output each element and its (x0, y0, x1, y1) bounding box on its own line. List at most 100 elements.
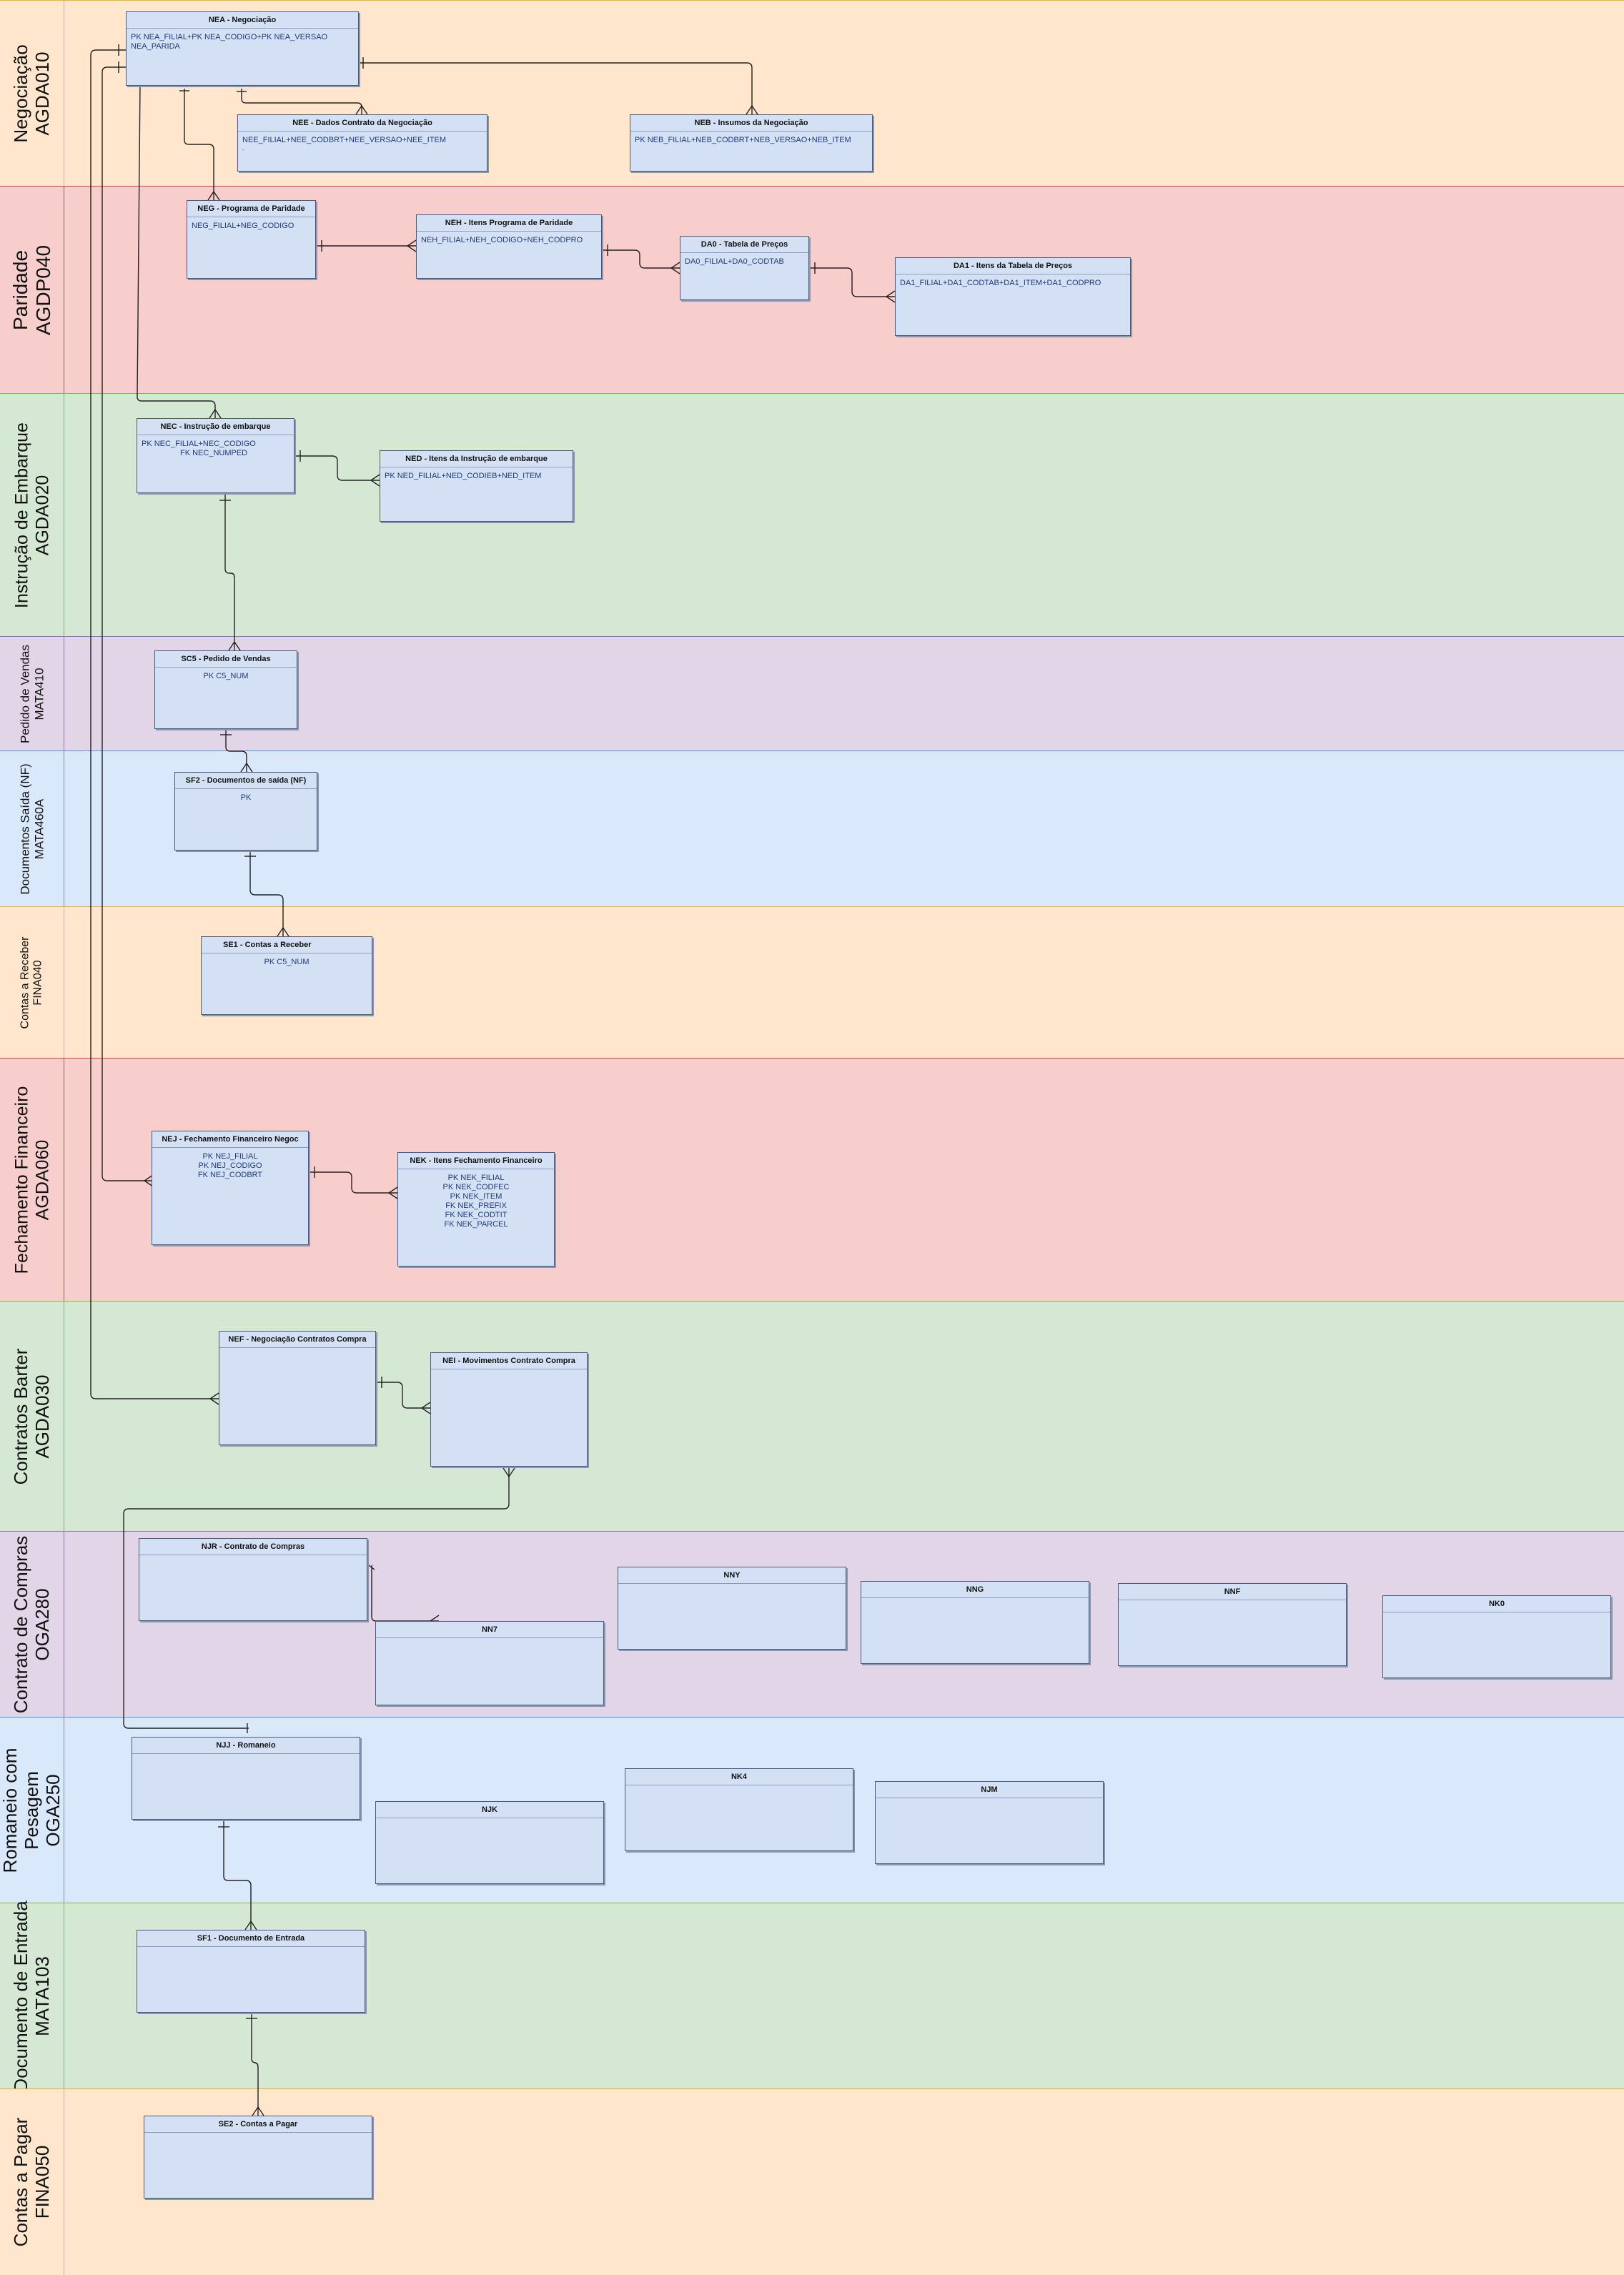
entity-neh[interactable]: NEH - Itens Programa de Paridade NEH_FIL… (416, 214, 602, 279)
entity-title: NJM (876, 1782, 1103, 1798)
entity-ned[interactable]: NED - Itens da Instrução de embarque PK … (380, 450, 573, 522)
entity-nk4[interactable]: NK4 (625, 1768, 853, 1851)
entity-neb[interactable]: NEB - Insumos da Negociação PK NEB_FILIA… (630, 114, 873, 172)
entity-body: DA0_FILIAL+DA0_CODTAB (680, 253, 808, 267)
entity-sc5[interactable]: SC5 - Pedido de Vendas PK C5_NUM (154, 650, 297, 729)
lane-header: Contas a Pagar FINA050 (0, 2089, 64, 2275)
entity-title: SF1 - Documento de Entrada (137, 1930, 365, 1947)
entity-se1[interactable]: SE1 - Contas a Receber PK C5_NUM (201, 936, 372, 1015)
entity-sf1[interactable]: SF1 - Documento de Entrada (137, 1930, 365, 2013)
entity-nei[interactable]: NEI - Movimentos Contrato Compra (430, 1352, 588, 1467)
entity-title: NEF - Negociação Contratos Compra (219, 1332, 375, 1348)
entity-title: NEK - Itens Fechamento Financeiro (398, 1153, 554, 1169)
entity-njm[interactable]: NJM (875, 1781, 1104, 1864)
entity-body: NEG_FILIAL+NEG_CODIGO (187, 217, 315, 231)
entity-field: PK NEB_FILIAL+NEB_CODBRT+NEB_VERSAO+NEB_… (635, 136, 851, 144)
lane-header: Contas a Receber FINA040 (0, 907, 64, 1058)
entity-field: PK NEJ_CODIGO (198, 1161, 262, 1170)
entity-nn7[interactable]: NN7 (375, 1621, 604, 1705)
entity-title: NJK (376, 1802, 603, 1818)
entity-title: NK4 (625, 1769, 853, 1785)
lane-label: Documentos Saída (NF) MATA460A (18, 763, 46, 895)
entity-body: PK (175, 789, 317, 803)
entity-field: - (242, 147, 244, 153)
entity-field: NEE_FILIAL+NEE_CODBRT+NEE_VERSAO+NEE_ITE… (242, 136, 446, 144)
entity-body: DA1_FILIAL+DA1_CODTAB+DA1_ITEM+DA1_CODPR… (896, 274, 1130, 288)
lane-label: Fechamento Financeiro AGDA060 (11, 1086, 52, 1274)
entity-njk[interactable]: NJK (375, 1801, 604, 1884)
entity-body: PK NED_FILIAL+NED_CODIEB+NED_ITEM (380, 467, 573, 481)
entity-se2[interactable]: SE2 - Contas a Pagar (144, 2116, 372, 2199)
entity-title: SE2 - Contas a Pagar (144, 2116, 372, 2133)
lane-header: Paridade AGDP040 (0, 187, 64, 393)
entity-field: PK NEK_FILIAL (447, 1174, 505, 1182)
lane-label: Pedido de Vendas MATA410 (18, 644, 46, 743)
entity-field: PK NEC_FILIAL+NEC_CODIGO (142, 440, 256, 448)
entity-nk0[interactable]: NK0 (1382, 1595, 1611, 1678)
entity-title: NEA - Negociação (127, 12, 358, 29)
entity-title: NNG (861, 1582, 1089, 1598)
entity-nec[interactable]: NEC - Instrução de embarque PK NEC_FILIA… (137, 418, 294, 493)
entity-title: NEI - Movimentos Contrato Compra (431, 1353, 587, 1369)
entity-title: NNY (618, 1567, 846, 1584)
lane-header: Documentos Saída (NF) MATA460A (0, 751, 64, 906)
entity-nej[interactable]: NEJ - Fechamento Financeiro Negoc PK NEJ… (152, 1131, 309, 1245)
entity-title: SF2 - Documentos de saída (NF) (175, 773, 317, 789)
entity-title: SE1 - Contas a Receber (202, 937, 372, 953)
entity-field: FK NEK_PARCEL (444, 1220, 508, 1229)
entity-nng[interactable]: NNG (861, 1581, 1089, 1664)
entity-title: NK0 (1383, 1596, 1610, 1612)
entity-field: NEH_FILIAL+NEH_CODIGO+NEH_CODPRO (421, 236, 583, 244)
lane-label: Contrato de Compras OGA280 (10, 1535, 53, 1713)
entity-nek[interactable]: NEK - Itens Fechamento Financeiro PK NEK… (397, 1152, 555, 1267)
lane-header: Contratos Barter AGDA030 (0, 1302, 64, 1531)
entity-body: PK NEJ_FILIAL PK NEJ_CODIGO FK NEJ_CODBR… (152, 1148, 308, 1180)
entity-body: PK NEC_FILIAL+NEC_CODIGO FK NEC_NUMPED (137, 435, 294, 458)
entity-field: FK NEK_PREFIX (445, 1201, 507, 1210)
entity-title: NEJ - Fechamento Financeiro Negoc (152, 1131, 308, 1148)
entity-title: NJR - Contrato de Compras (139, 1539, 367, 1555)
lane-label: Contratos Barter AGDA030 (10, 1348, 53, 1485)
lane-header: Documento de Entrada MATA103 (0, 1900, 64, 2091)
entity-da0[interactable]: DA0 - Tabela de Preços DA0_FILIAL+DA0_CO… (680, 236, 809, 300)
lane-label: Negociação AGDA010 (10, 44, 53, 143)
entity-field: PK (240, 793, 252, 802)
entity-title: NED - Itens da Instrução de embarque (380, 451, 573, 467)
entity-da1[interactable]: DA1 - Itens da Tabela de Preços DA1_FILI… (895, 257, 1131, 336)
lane-label: Romaneio com Pesagem OGA250 (0, 1748, 64, 1873)
entity-field: PK NEK_CODFEC (442, 1183, 510, 1191)
lane-header: Negociação AGDA010 (0, 1, 64, 186)
entity-njj[interactable]: NJJ - Romaneio (132, 1737, 360, 1820)
lane-label: Paridade AGDP040 (9, 244, 54, 335)
entity-nnf[interactable]: NNF (1118, 1583, 1347, 1666)
entity-sf2[interactable]: SF2 - Documentos de saída (NF) PK (174, 772, 317, 851)
entity-neg[interactable]: NEG - Programa de Paridade NEG_FILIAL+NE… (187, 200, 316, 279)
entity-field: PK NEK_ITEM (450, 1192, 502, 1201)
entity-title: DA1 - Itens da Tabela de Preços (896, 258, 1130, 274)
lane-label: Contas a Pagar FINA050 (10, 2117, 53, 2247)
entity-title: NJJ - Romaneio (132, 1738, 360, 1754)
entity-nee[interactable]: NEE - Dados Contrato da Negociação NEE_F… (237, 114, 487, 172)
entity-title: NEC - Instrução de embarque (137, 419, 294, 435)
entity-body: PK NEK_FILIAL PK NEK_CODFEC PK NEK_ITEM … (398, 1169, 554, 1229)
entity-field: NEA_PARIDA (131, 42, 180, 51)
lane-header: Contrato de Compras OGA280 (0, 1532, 64, 1717)
entity-nea[interactable]: NEA - Negociação PK NEA_FILIAL+PK NEA_CO… (126, 11, 359, 86)
lane-header: Pedido de Vendas MATA410 (0, 637, 64, 750)
entity-field: DA1_FILIAL+DA1_CODTAB+DA1_ITEM+DA1_CODPR… (900, 279, 1101, 287)
entity-field: FK NEC_NUMPED (180, 449, 248, 457)
lane-header: Instrução de Embarque AGDA020 (0, 394, 64, 636)
entity-njr[interactable]: NJR - Contrato de Compras (139, 1538, 367, 1621)
lane-header: Romaneio com Pesagem OGA250 (0, 1718, 64, 1903)
entity-field: DA0_FILIAL+DA0_CODTAB (685, 257, 784, 266)
entity-body: PK NEB_FILIAL+NEB_CODBRT+NEB_VERSAO+NEB_… (630, 132, 872, 145)
entity-body: PK C5_NUM (155, 668, 297, 681)
entity-field: PK C5_NUM (203, 672, 249, 680)
entity-title: NN7 (376, 1622, 603, 1638)
entity-body: PK C5_NUM (202, 953, 372, 967)
entity-nny[interactable]: NNY (618, 1567, 846, 1650)
entity-body: NEE_FILIAL+NEE_CODBRT+NEE_VERSAO+NEE_ITE… (238, 132, 487, 154)
entity-nef[interactable]: NEF - Negociação Contratos Compra (219, 1331, 376, 1445)
entity-field: FK NEK_CODTIT (445, 1211, 508, 1219)
entity-title: SC5 - Pedido de Vendas (155, 651, 297, 668)
